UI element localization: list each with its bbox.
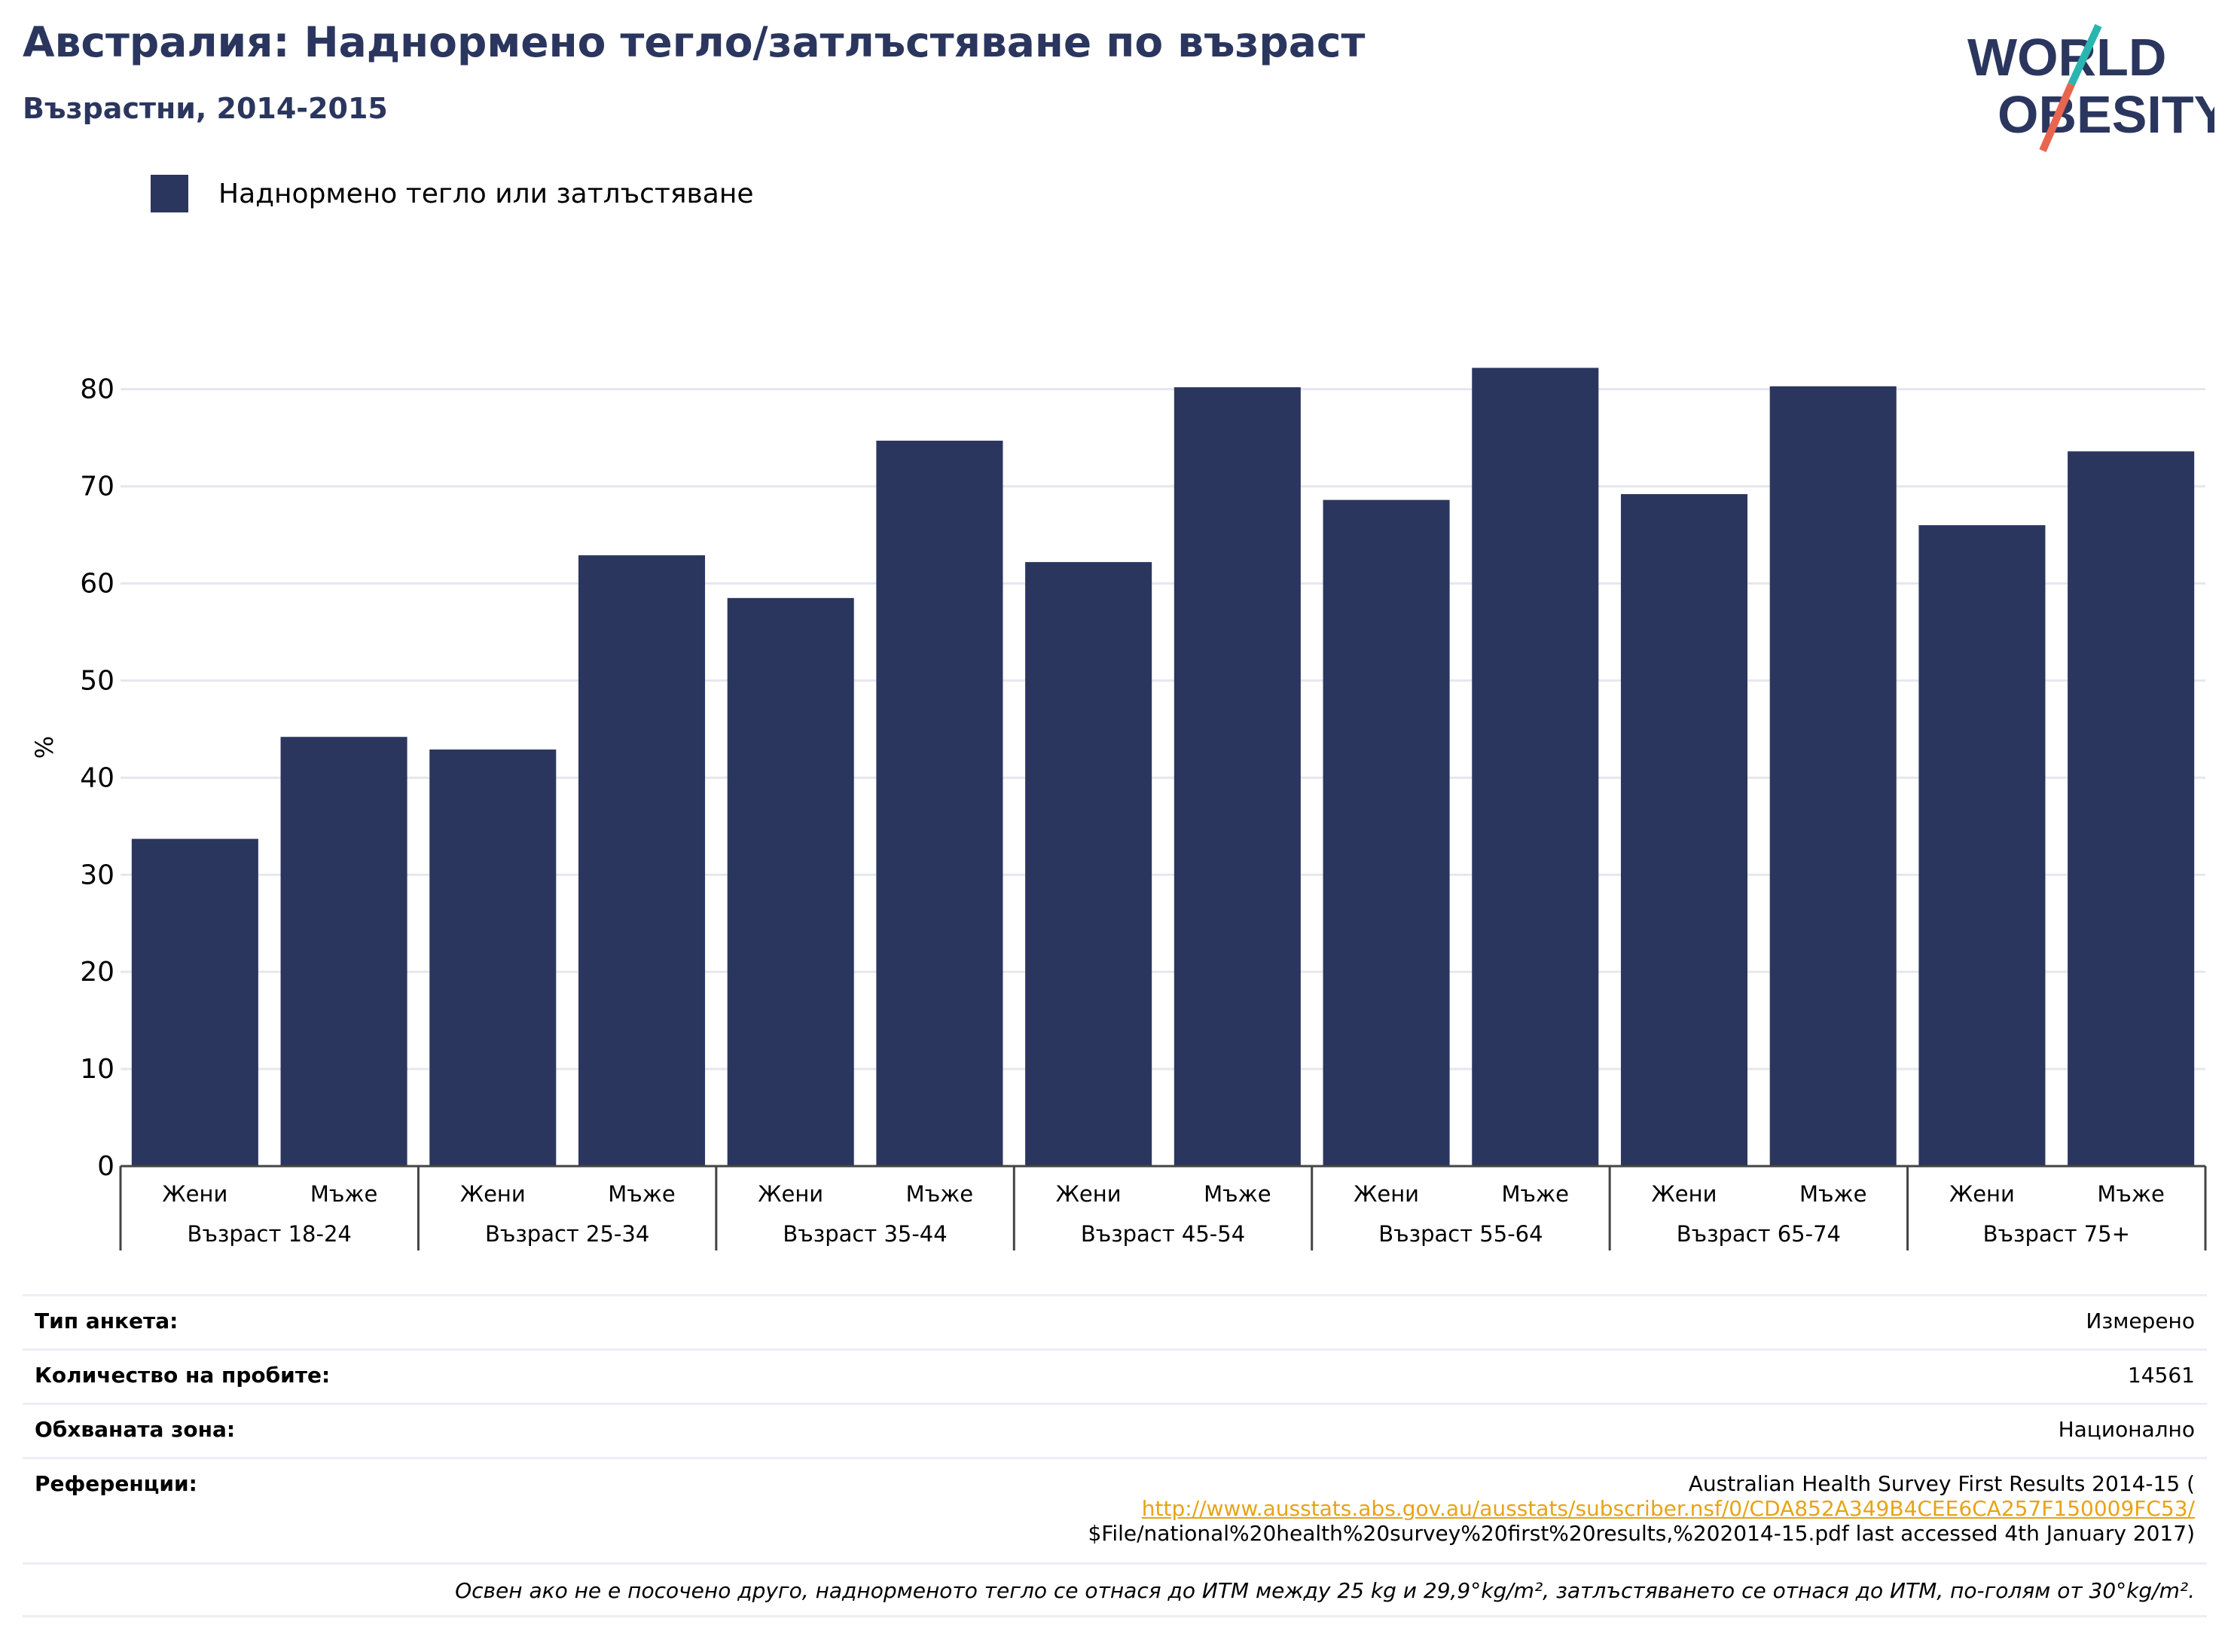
chart-title: Австралия: Наднормено тегло/затлъстяване…: [23, 18, 1366, 66]
bar-1-Жени[interactable]: [429, 749, 557, 1166]
logo-line-obesity: OBESITY: [1998, 85, 2214, 144]
references-value: Australian Health Survey First Results 2…: [1088, 1471, 2195, 1546]
x-tick-label: Жени: [758, 1181, 823, 1207]
x-tick-label: Жени: [460, 1181, 526, 1207]
x-tick-label: Мъже: [310, 1181, 377, 1207]
legend[interactable]: Наднормено тегло или затлъстяване: [151, 175, 754, 212]
x-tick-label: Жени: [162, 1181, 227, 1207]
bar-4-Жени[interactable]: [1323, 499, 1450, 1166]
bar-3-Мъже[interactable]: [1174, 387, 1301, 1166]
info-row-area: Обхваната зона: Национално: [23, 1403, 2207, 1457]
world-obesity-logo: WORLD OBESITY: [1967, 23, 2214, 152]
group-label: Възраст 45-54: [1081, 1221, 1245, 1247]
bar-2-Жени[interactable]: [727, 597, 854, 1166]
y-axis-label: %: [30, 736, 59, 759]
sample-size-value: 14561: [2127, 1363, 2195, 1388]
y-tick-label: 70: [80, 472, 114, 502]
x-tick-label: Жени: [1949, 1181, 2015, 1207]
group-label: Възраст 25-34: [485, 1221, 649, 1247]
area-value: Национално: [2058, 1417, 2195, 1442]
group-label: Възраст 35-44: [783, 1221, 947, 1247]
references-link[interactable]: http://www.ausstats.abs.gov.au/ausstats/…: [1141, 1496, 2195, 1521]
bar-6-Жени[interactable]: [1918, 525, 2046, 1166]
logo-slash-top: [2068, 23, 2102, 87]
group-label: Възраст 75+: [1983, 1221, 2130, 1247]
bar-3-Жени[interactable]: [1025, 562, 1152, 1166]
y-tick-label: 50: [80, 665, 114, 696]
survey-type-value: Измерено: [2086, 1308, 2195, 1333]
bar-1-Мъже[interactable]: [578, 555, 706, 1166]
group-label: Възраст 18-24: [188, 1221, 352, 1247]
x-tick-label: Мъже: [1799, 1181, 1866, 1207]
info-row-references: Референции: Australian Health Survey Fir…: [23, 1457, 2207, 1562]
group-label: Възраст 55-64: [1378, 1221, 1543, 1247]
bar-5-Мъже[interactable]: [1769, 386, 1897, 1166]
bar-chart: 0 10 20 30 40 50 60 70 80 Жени Мъже Възраст 18-24 Же…: [30, 368, 2207, 1250]
survey-type-label: Тип анкета:: [35, 1308, 179, 1333]
y-tick-label: 80: [80, 374, 114, 405]
x-tick-label: Мъже: [608, 1181, 675, 1207]
axes: 0 10 20 30 40 50 60 70 80 Жени Мъже Възраст 18-24 Же…: [80, 374, 2207, 1250]
x-tick-label: Мъже: [906, 1181, 973, 1207]
x-tick-label: Жени: [1652, 1181, 1717, 1207]
bar-0-Жени[interactable]: [131, 838, 258, 1166]
x-tick-label: Жени: [1354, 1181, 1419, 1207]
bar-4-Мъже[interactable]: [1472, 368, 1599, 1167]
group-label: Възраст 65-74: [1677, 1221, 1841, 1247]
y-tick-label: 30: [80, 860, 114, 890]
bars: [131, 368, 2195, 1167]
legend-label: Наднормено тегло или затлъстяване: [218, 178, 754, 209]
footnote: Освен ако не е посочено друго, наднормен…: [455, 1578, 2195, 1603]
y-tick-label: 40: [80, 762, 114, 793]
info-row-survey-type: Тип анкета: Измерено: [23, 1294, 2207, 1348]
legend-swatch: [151, 175, 188, 212]
x-tick-label: Мъже: [1502, 1181, 1569, 1207]
x-tick-label: Мъже: [1204, 1181, 1271, 1207]
info-row-sample-size: Количество на пробите: 14561: [23, 1348, 2207, 1403]
sample-size-label: Количество на пробите:: [35, 1363, 331, 1388]
references-label: Референции:: [35, 1471, 197, 1496]
x-tick-label: Мъже: [2097, 1181, 2164, 1207]
bar-5-Жени[interactable]: [1620, 493, 1748, 1166]
logo-slash-bottom: [2039, 83, 2075, 152]
y-tick-label: 20: [80, 957, 114, 988]
survey-info-table: Тип анкета: Измерено Количество на проби…: [23, 1294, 2207, 1617]
y-tick-label: 10: [80, 1054, 114, 1085]
area-label: Обхваната зона:: [35, 1417, 236, 1442]
chart-subtitle: Възрастни, 2014-2015: [23, 92, 388, 125]
x-tick-label: Жени: [1056, 1181, 1122, 1207]
info-row-note: Освен ако не е посочено друго, наднормен…: [23, 1562, 2207, 1617]
bar-0-Мъже[interactable]: [280, 737, 407, 1166]
bar-6-Мъже[interactable]: [2068, 451, 2195, 1166]
bar-2-Мъже[interactable]: [876, 441, 1003, 1166]
y-tick-label: 60: [80, 569, 114, 600]
logo-line-world: WORLD: [1967, 28, 2166, 87]
references-line-1: Australian Health Survey First Results 2…: [1688, 1471, 2195, 1496]
y-tick-label: 0: [97, 1151, 114, 1182]
references-line-3: $File/national%20health%20survey%20first…: [1088, 1521, 2195, 1546]
